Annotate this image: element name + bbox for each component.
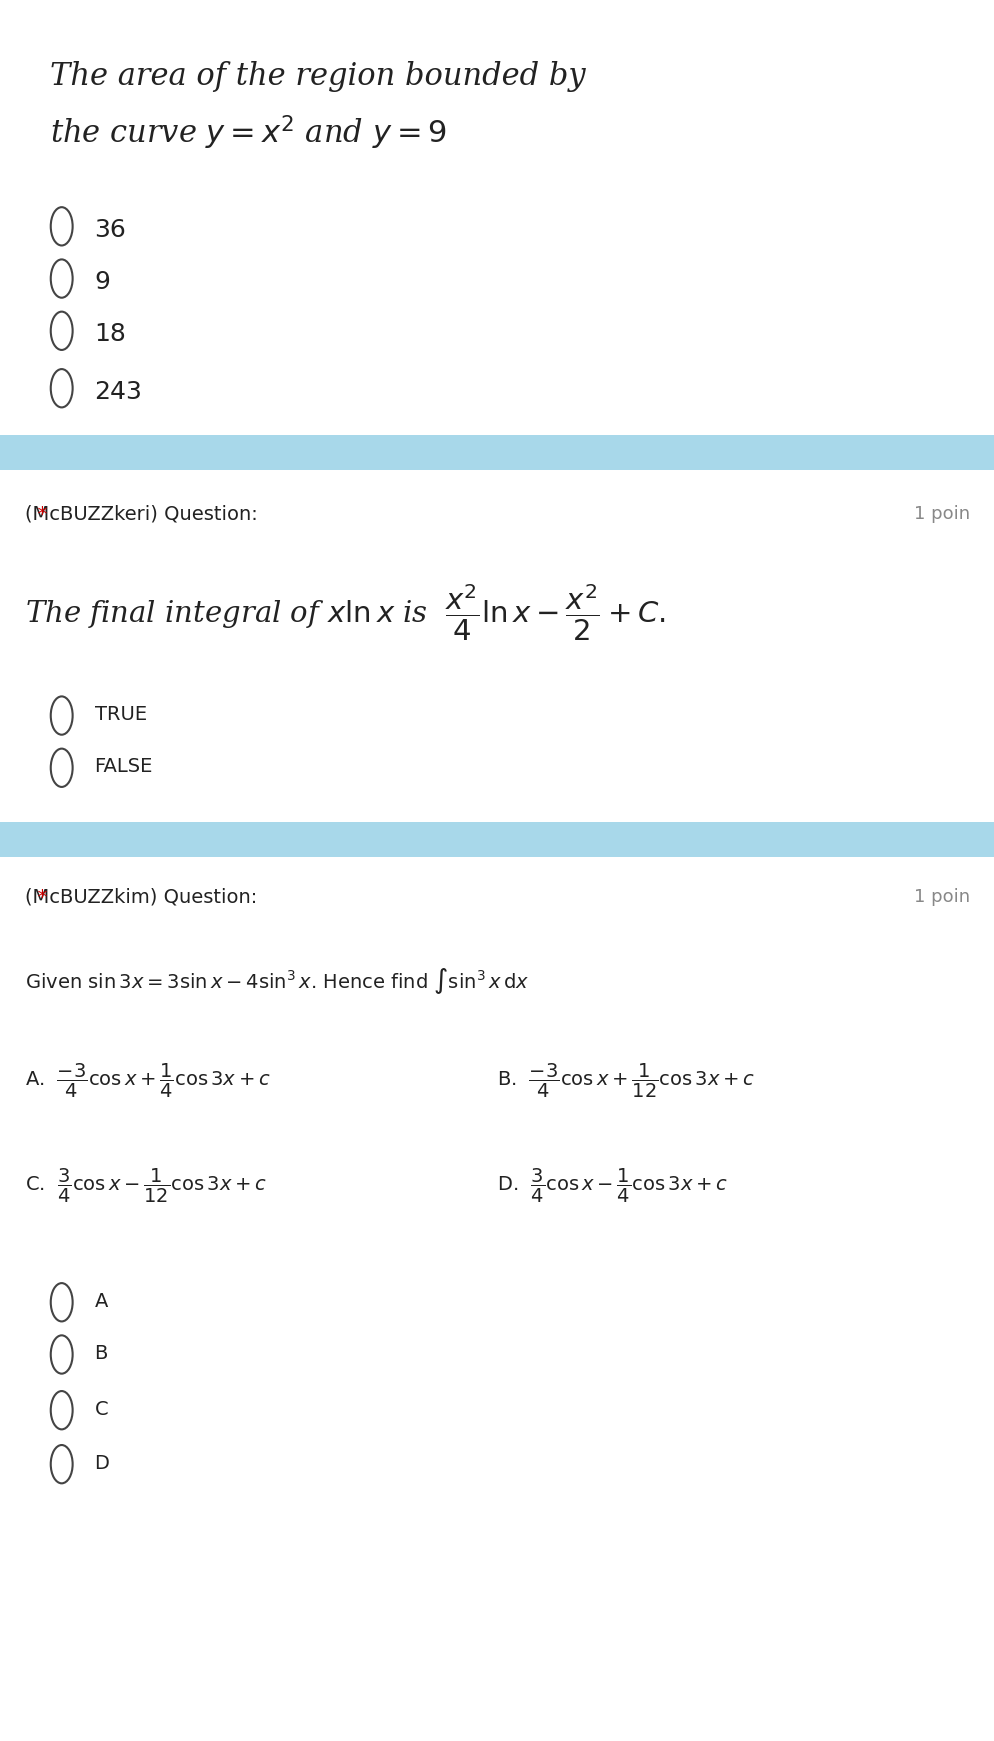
Text: TRUE: TRUE	[94, 705, 146, 724]
Text: The area of the region bounded by: The area of the region bounded by	[50, 61, 584, 92]
Text: 9: 9	[94, 270, 110, 294]
Text: FALSE: FALSE	[94, 757, 153, 776]
Text: C.  $\dfrac{3}{4}\cos x - \dfrac{1}{12}\cos 3x + c$: C. $\dfrac{3}{4}\cos x - \dfrac{1}{12}\c…	[25, 1166, 266, 1205]
Text: *: *	[25, 888, 47, 907]
Text: *: *	[25, 505, 47, 524]
Text: 36: 36	[94, 218, 126, 242]
Text: C: C	[94, 1400, 108, 1419]
Text: 18: 18	[94, 322, 126, 346]
Text: (McBUZZkeri) Question:: (McBUZZkeri) Question:	[25, 505, 257, 524]
Text: Given $\sin 3x = 3\sin x - 4\sin^3 x$. Hence find $\int \sin^3 x\, \mathrm{d}x$: Given $\sin 3x = 3\sin x - 4\sin^3 x$. H…	[25, 966, 529, 996]
FancyBboxPatch shape	[0, 822, 994, 857]
Text: 243: 243	[94, 380, 142, 404]
Text: D.  $\dfrac{3}{4}\cos x - \dfrac{1}{4}\cos 3x + c$: D. $\dfrac{3}{4}\cos x - \dfrac{1}{4}\co…	[497, 1166, 728, 1205]
Text: B: B	[94, 1344, 107, 1363]
Text: B.  $\dfrac{-3}{4}\cos x + \dfrac{1}{12}\cos 3x + c$: B. $\dfrac{-3}{4}\cos x + \dfrac{1}{12}\…	[497, 1062, 754, 1100]
Text: 1 poin: 1 poin	[913, 505, 969, 522]
Text: D: D	[94, 1454, 109, 1473]
Text: The final integral of $x \ln x$ is  $\dfrac{x^2}{4}\ln x - \dfrac{x^2}{2} + C.$: The final integral of $x \ln x$ is $\dfr…	[25, 583, 665, 642]
Text: A.  $\dfrac{-3}{4}\cos x + \dfrac{1}{4}\cos 3x + c$: A. $\dfrac{-3}{4}\cos x + \dfrac{1}{4}\c…	[25, 1062, 270, 1100]
FancyBboxPatch shape	[0, 435, 994, 470]
Text: the curve $y = x^2$ and $y = 9$: the curve $y = x^2$ and $y = 9$	[50, 113, 446, 151]
Text: A: A	[94, 1292, 107, 1311]
Text: 1 poin: 1 poin	[913, 888, 969, 905]
Text: (McBUZZkim) Question:: (McBUZZkim) Question:	[25, 888, 256, 907]
